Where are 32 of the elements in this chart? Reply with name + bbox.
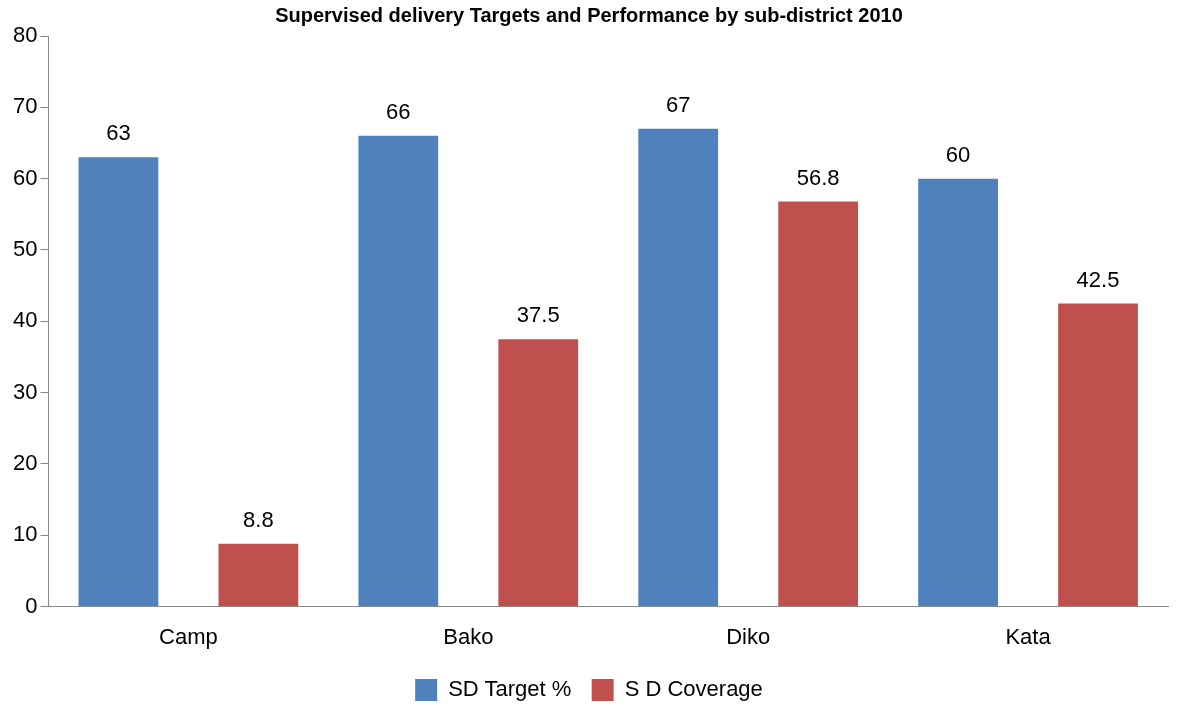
bar xyxy=(358,135,439,607)
chart-title: Supervised delivery Targets and Performance by sub-district 2010 xyxy=(275,3,903,26)
bar xyxy=(1058,303,1138,607)
y-tick-label: 10 xyxy=(12,521,38,547)
data-label: 8.8 xyxy=(243,506,274,532)
data-label: 37.5 xyxy=(516,302,560,328)
y-tick-label: 70 xyxy=(12,93,38,119)
y-tick-label: 30 xyxy=(12,378,38,404)
x-tick-label: Kata xyxy=(1005,623,1052,649)
bar xyxy=(78,157,159,607)
x-tick-label: Diko xyxy=(726,623,771,649)
y-tick-label: 50 xyxy=(12,236,38,262)
bar xyxy=(638,128,719,607)
y-tick-label: 20 xyxy=(12,450,38,476)
x-tick-label: Camp xyxy=(159,623,218,649)
data-label: 63 xyxy=(106,120,131,146)
data-label: 67 xyxy=(665,91,691,117)
bar xyxy=(218,543,299,607)
x-tick-label: Bako xyxy=(443,623,494,649)
y-tick-label: 60 xyxy=(12,164,38,190)
y-tick-label: 0 xyxy=(25,592,38,618)
data-label: 66 xyxy=(386,98,411,124)
data-label: 60 xyxy=(945,141,971,167)
bar xyxy=(498,339,579,607)
legend-label: SD Target % xyxy=(448,676,572,702)
y-tick-label: 80 xyxy=(12,22,38,48)
bar xyxy=(778,201,859,607)
y-tick-label: 40 xyxy=(12,307,38,333)
legend-label: S D Coverage xyxy=(624,676,763,702)
bar xyxy=(918,178,998,607)
data-label: 42.5 xyxy=(1076,266,1120,292)
data-label: 56.8 xyxy=(796,164,840,190)
